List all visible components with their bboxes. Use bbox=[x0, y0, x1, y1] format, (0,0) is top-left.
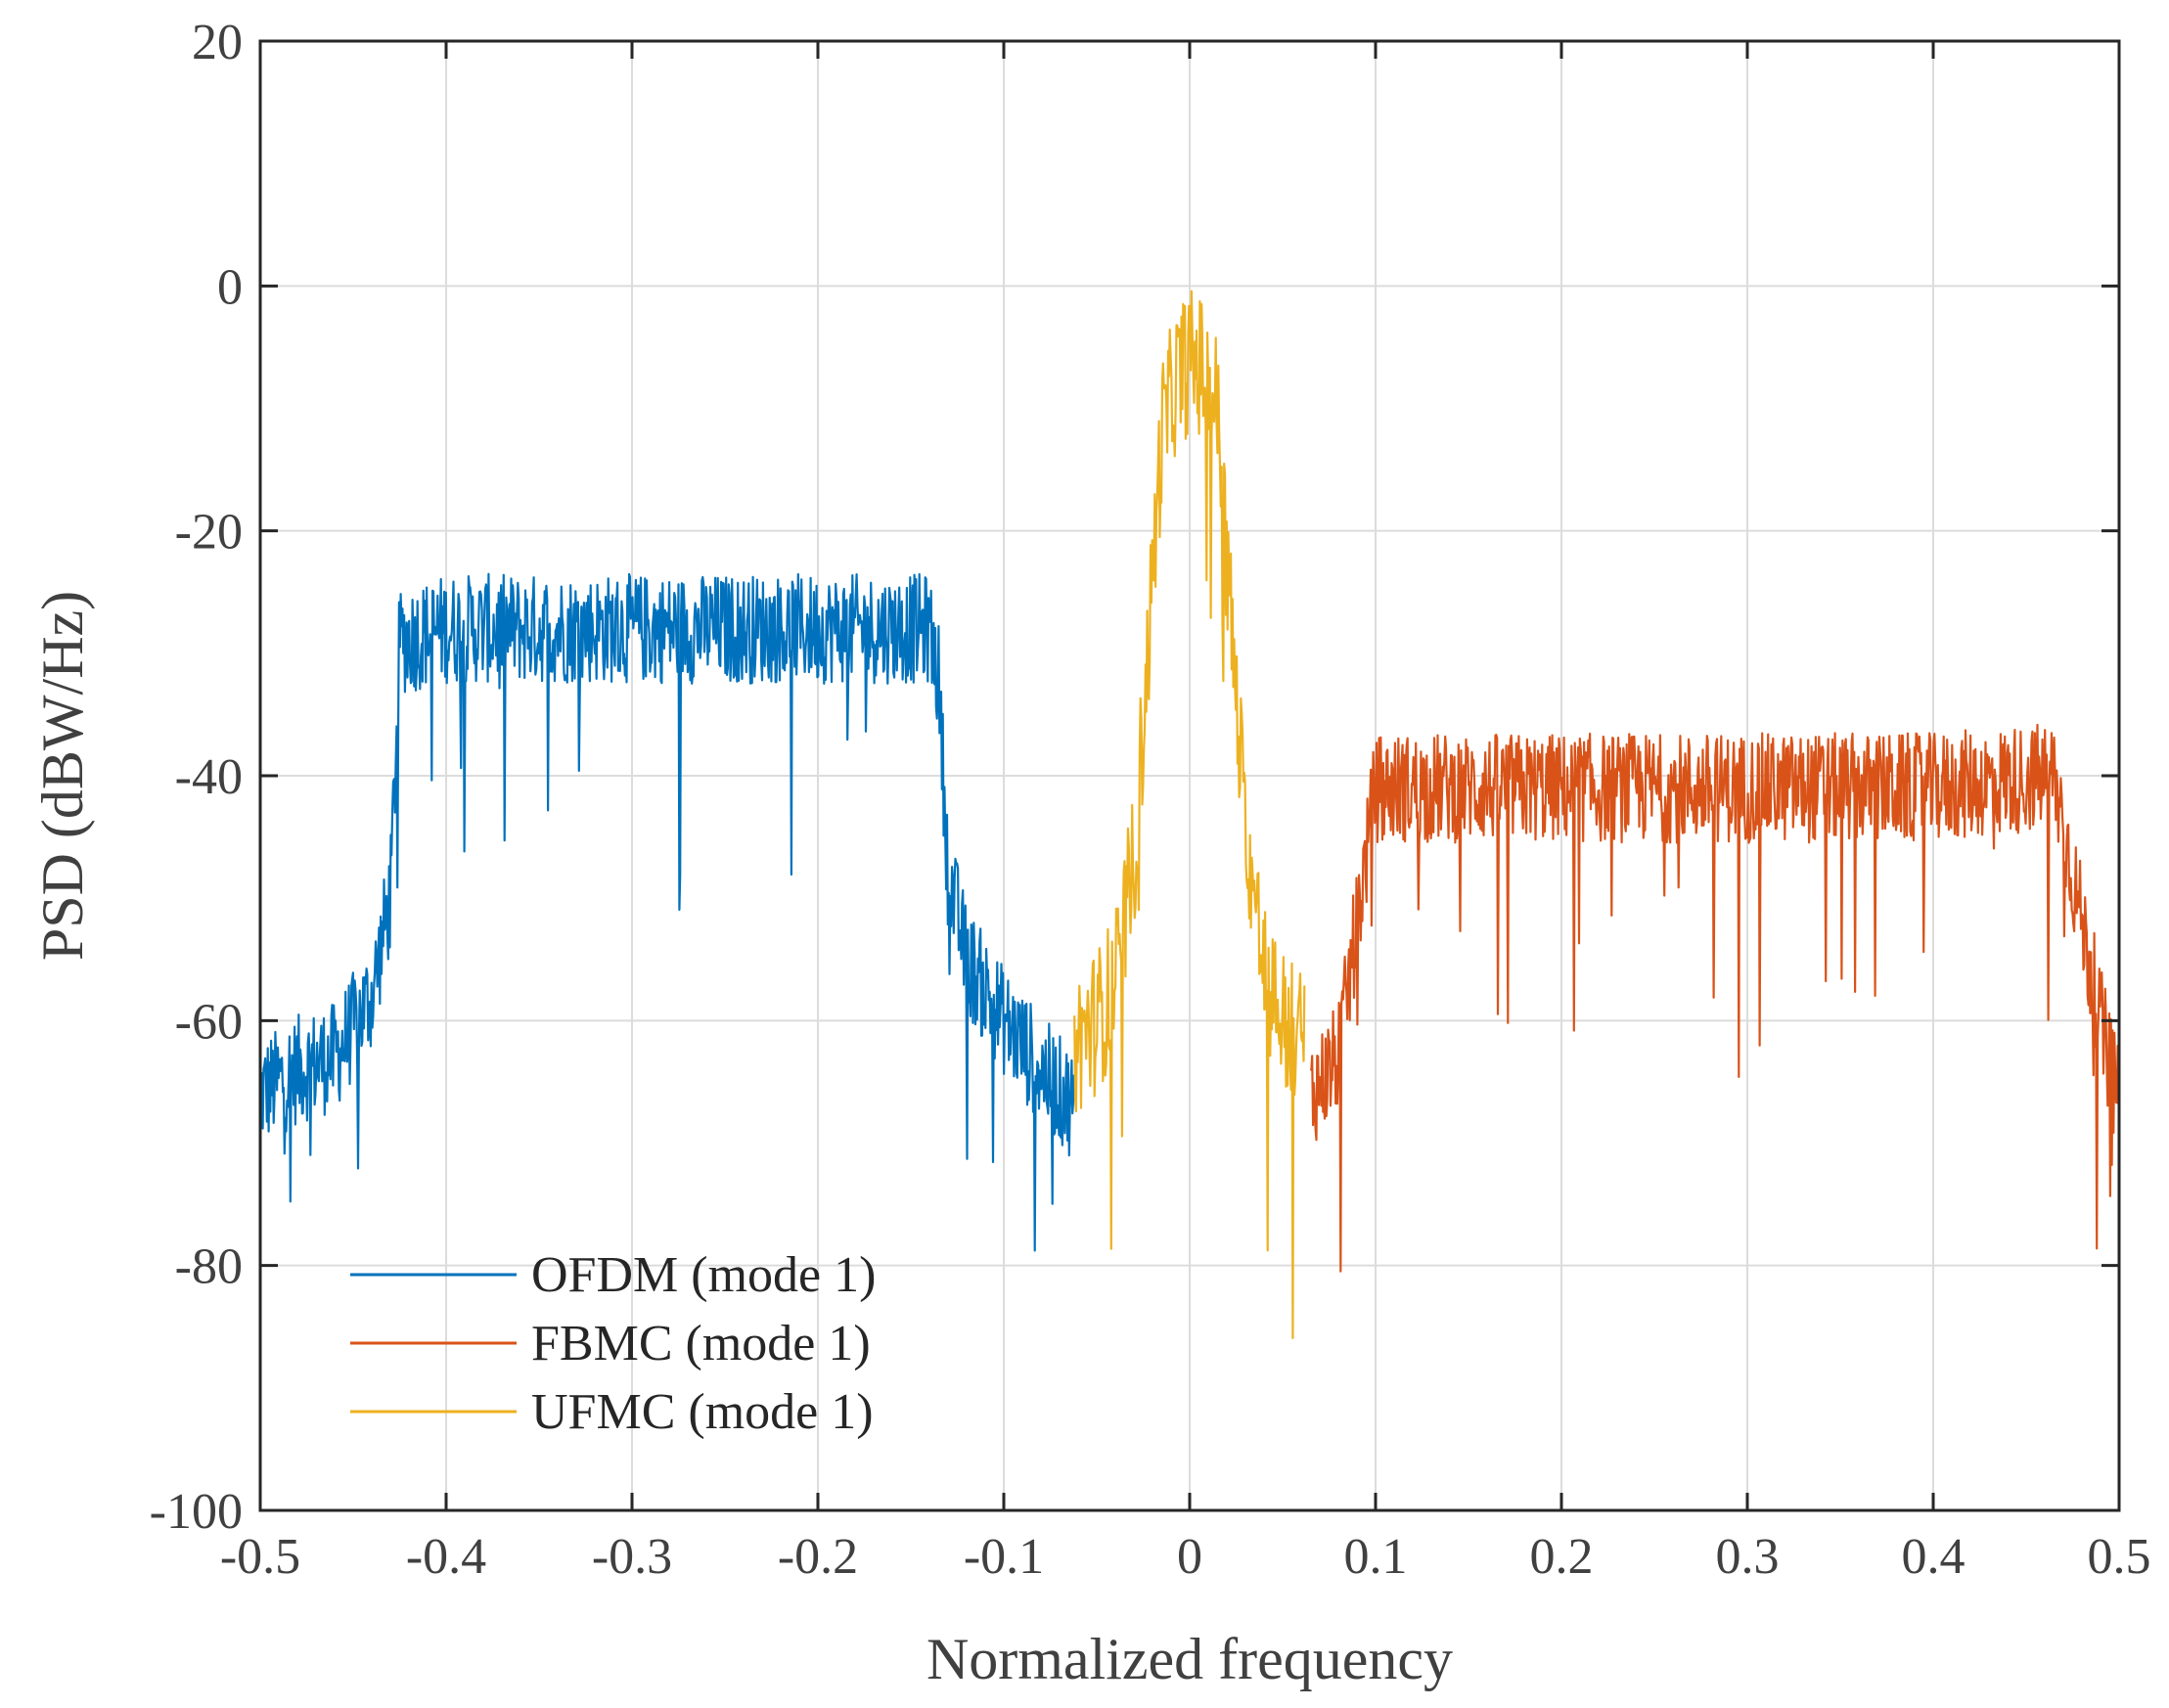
y-tick-label: -20 bbox=[175, 505, 243, 561]
y-tick-label: -100 bbox=[150, 1484, 243, 1540]
axis-ticks bbox=[258, 39, 2121, 1512]
series-line-3 bbox=[1073, 290, 1306, 1339]
x-tick-label: -0.1 bbox=[964, 1529, 1044, 1585]
x-tick-label: -0.5 bbox=[220, 1529, 300, 1585]
legend-label: OFDM (mode 1) bbox=[531, 1247, 876, 1303]
x-tick-label: 0.3 bbox=[1716, 1529, 1780, 1585]
series-line-1 bbox=[259, 572, 1075, 1252]
y-tick-label: -40 bbox=[175, 749, 243, 805]
x-tick-label: -0.3 bbox=[592, 1529, 672, 1585]
x-tick-label: 0.2 bbox=[1530, 1529, 1594, 1585]
y-tick-label: 0 bbox=[217, 259, 243, 315]
x-tick-label: 0.5 bbox=[2088, 1529, 2151, 1585]
series-layer bbox=[259, 290, 2120, 1339]
x-tick-label: -0.4 bbox=[406, 1529, 486, 1585]
x-tick-label: -0.2 bbox=[778, 1529, 858, 1585]
legend-label: UFMC (mode 1) bbox=[531, 1384, 874, 1440]
y-tick-label: 20 bbox=[192, 15, 243, 70]
y-axis-label: PSD (dBW/Hz) bbox=[30, 591, 95, 961]
legend-label: FBMC (mode 1) bbox=[531, 1316, 871, 1371]
x-tick-label: 0.1 bbox=[1344, 1529, 1408, 1585]
y-tick-labels: -100 -80 -60 -40 -20 0 20 bbox=[150, 15, 243, 1540]
x-tick-label: 0 bbox=[1177, 1529, 1202, 1585]
x-tick-labels: -0.5 -0.4 -0.3 -0.2 -0.1 0 0.1 0.2 0.3 0.4 0.5 bbox=[220, 1529, 2151, 1585]
x-tick-label: 0.4 bbox=[1902, 1529, 1966, 1585]
series-line-2 bbox=[1309, 723, 2120, 1273]
y-tick-label: -60 bbox=[175, 994, 243, 1050]
y-tick-label: -80 bbox=[175, 1239, 243, 1295]
legend: OFDM (mode 1) FBMC (mode 1) UFMC (mode 1) bbox=[350, 1247, 876, 1440]
x-axis-label: Normalized frequency bbox=[926, 1627, 1453, 1691]
